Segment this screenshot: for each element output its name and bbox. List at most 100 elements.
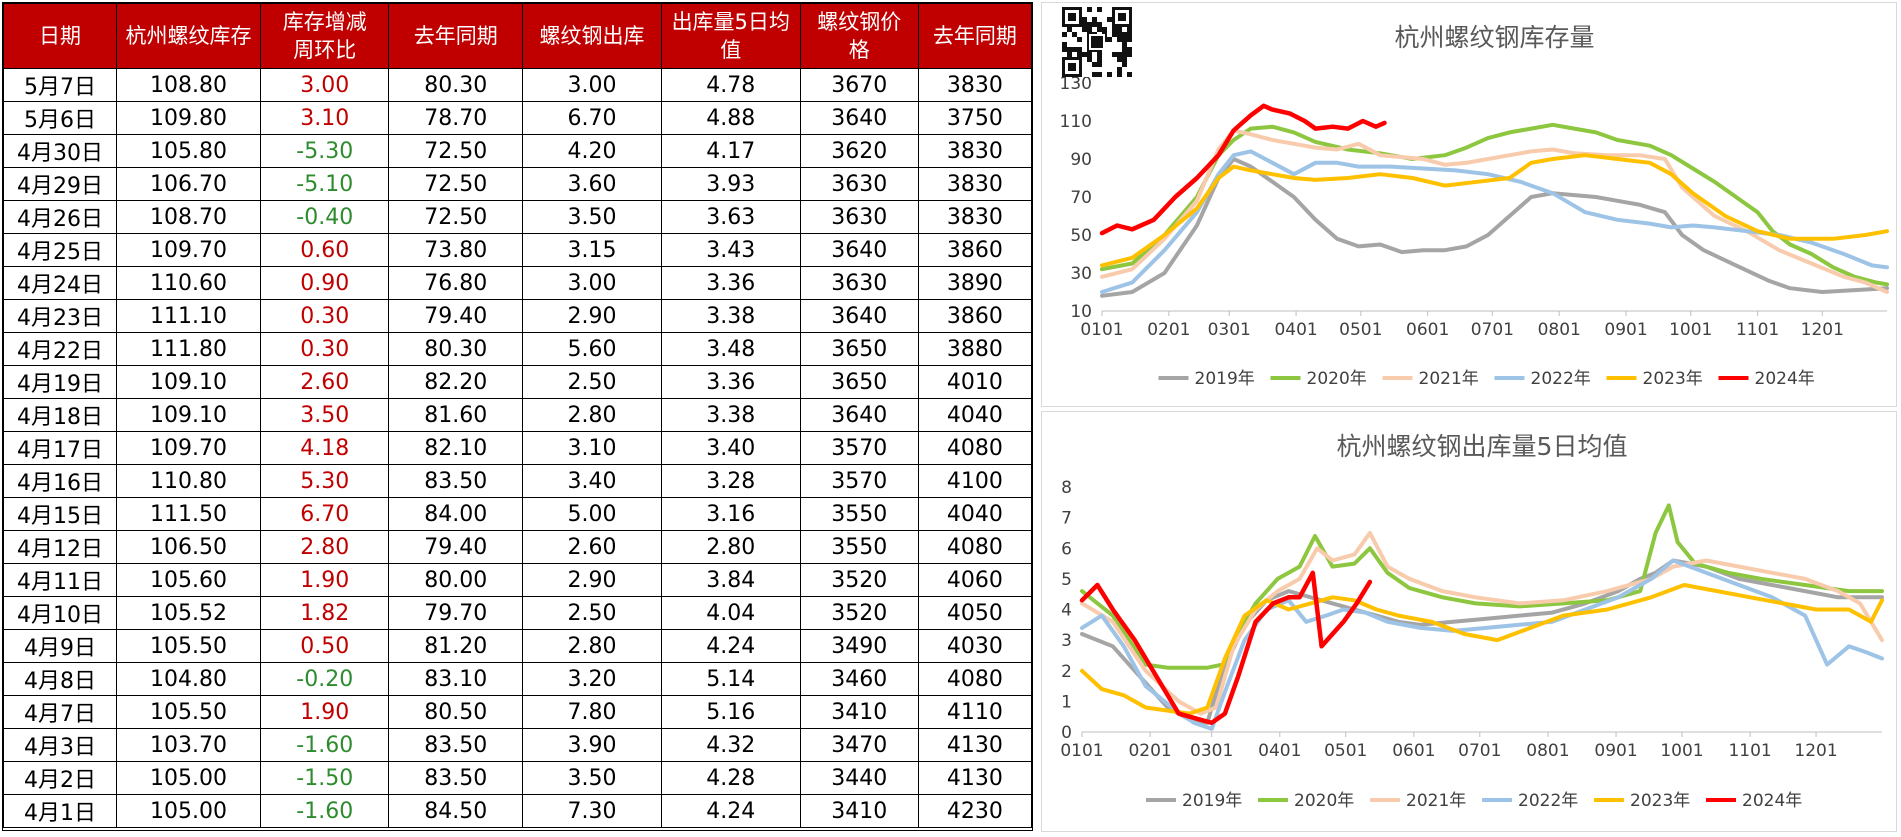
table-row: 4月26日 108.70 -0.40 72.50 3.50 3.63 3630 3830 — [2, 200, 1033, 234]
x-tick-label: 0601 — [1406, 320, 1449, 340]
value-cell: 3.20 — [522, 662, 662, 696]
value-cell: 4060 — [917, 563, 1033, 597]
value-cell: 3.38 — [660, 299, 801, 333]
value-cell: 4.17 — [660, 134, 801, 168]
value-cell: 4130 — [917, 728, 1033, 762]
value-cell: 105.50 — [116, 629, 261, 663]
value-cell: 3830 — [917, 134, 1033, 168]
date-cell: 4月1日 — [2, 794, 118, 828]
series-line — [1080, 530, 1884, 716]
date-cell: 4月19日 — [2, 365, 118, 399]
value-cell: 4040 — [917, 398, 1033, 432]
series-line — [1100, 153, 1889, 268]
value-cell: 2.80 — [522, 398, 662, 432]
change-cell: 0.30 — [259, 332, 390, 366]
legend-label: 2022年 — [1518, 791, 1578, 811]
value-cell: 111.50 — [116, 497, 261, 531]
y-tick-label: 30 — [1070, 264, 1092, 284]
column-header: 日期 — [2, 3, 118, 69]
value-cell: 82.10 — [388, 431, 524, 465]
value-cell: 4080 — [917, 530, 1033, 564]
legend-label: 2019年 — [1182, 791, 1242, 811]
y-tick-label: 7 — [1061, 509, 1072, 529]
value-cell: 3650 — [799, 332, 919, 366]
date-cell: 4月30日 — [2, 134, 118, 168]
date-cell: 4月11日 — [2, 563, 118, 597]
table-row: 4月22日 111.80 0.30 80.30 5.60 3.48 3650 3880 — [2, 332, 1033, 366]
outbound-chart: 杭州螺纹钢出库量5日均值 0 1 2 3 4 5 6 7 8 0101 0201 0301 0401 050… — [1060, 432, 1884, 811]
value-cell: 4030 — [917, 629, 1033, 663]
x-tick-label: 1201 — [1794, 741, 1837, 761]
y-tick-label: 4 — [1061, 601, 1072, 621]
value-cell: 110.60 — [116, 266, 261, 300]
value-cell: 3860 — [917, 233, 1033, 267]
value-cell: 3880 — [917, 332, 1033, 366]
value-cell: 111.10 — [116, 299, 261, 333]
value-cell: 81.20 — [388, 629, 524, 663]
table-row: 4月10日 105.52 1.82 79.70 2.50 4.04 3520 4050 — [2, 596, 1033, 630]
date-cell: 4月18日 — [2, 398, 118, 432]
value-cell: 3.10 — [522, 431, 662, 465]
value-cell: 72.50 — [388, 134, 524, 168]
value-cell: 7.30 — [522, 794, 662, 828]
date-cell: 4月3日 — [2, 728, 118, 762]
table-row: 4月1日 105.00 -1.60 84.50 7.30 4.24 3410 4230 — [2, 794, 1033, 828]
chart-panel: 杭州螺纹钢库存量 10 30 50 70 90 110 130 0101 0201 0301 0401… — [1037, 0, 1901, 834]
value-cell: 3440 — [799, 761, 919, 795]
value-cell: 3.60 — [522, 167, 662, 201]
value-cell: 3460 — [799, 662, 919, 696]
value-cell: 105.80 — [116, 134, 261, 168]
value-cell: 80.50 — [388, 695, 524, 729]
value-cell: 3650 — [799, 365, 919, 399]
value-cell: 105.00 — [116, 761, 261, 795]
change-cell: 3.10 — [259, 101, 390, 135]
change-cell: 0.60 — [259, 233, 390, 267]
y-tick-label: 3 — [1061, 631, 1072, 651]
x-tick-label: 0201 — [1147, 320, 1190, 340]
value-cell: 7.80 — [522, 695, 662, 729]
inventory-chart-box: 杭州螺纹钢库存量 10 30 50 70 90 110 130 0101 0201 0301 0401… — [1041, 2, 1897, 407]
value-cell: 3.84 — [660, 563, 801, 597]
value-cell: 4080 — [917, 431, 1033, 465]
column-header: 杭州螺纹库存 — [116, 3, 261, 69]
value-cell: 4230 — [917, 794, 1033, 828]
value-cell: 2.60 — [522, 530, 662, 564]
value-cell: 83.50 — [388, 728, 524, 762]
value-cell: 3640 — [799, 398, 919, 432]
date-cell: 4月29日 — [2, 167, 118, 201]
value-cell: 72.50 — [388, 200, 524, 234]
value-cell: 3630 — [799, 200, 919, 234]
value-cell: 80.30 — [388, 332, 524, 366]
x-tick-label: 0301 — [1208, 320, 1251, 340]
y-tick-label: 90 — [1070, 150, 1092, 170]
x-tick-label: 0801 — [1538, 320, 1581, 340]
value-cell: 3.48 — [660, 332, 801, 366]
value-cell: 3520 — [799, 596, 919, 630]
x-tick-label: 0701 — [1458, 741, 1501, 761]
value-cell: 76.80 — [388, 266, 524, 300]
value-cell: 2.50 — [522, 365, 662, 399]
value-cell: 3750 — [917, 101, 1033, 135]
column-header: 螺纹钢出库 — [522, 3, 662, 69]
value-cell: 4.78 — [660, 68, 801, 102]
value-cell: 4050 — [917, 596, 1033, 630]
value-cell: 3470 — [799, 728, 919, 762]
value-cell: 109.70 — [116, 431, 261, 465]
legend-label: 2021年 — [1406, 791, 1466, 811]
value-cell: 3490 — [799, 629, 919, 663]
legend-label: 2024年 — [1755, 369, 1815, 389]
value-cell: 105.52 — [116, 596, 261, 630]
legend-label: 2019年 — [1195, 369, 1255, 389]
value-cell: 105.00 — [116, 794, 261, 828]
value-cell: 109.80 — [116, 101, 261, 135]
table-row: 4月9日 105.50 0.50 81.20 2.80 4.24 3490 4030 — [2, 629, 1033, 663]
value-cell: 3.00 — [522, 68, 662, 102]
value-cell: 3.40 — [660, 431, 801, 465]
date-cell: 4月22日 — [2, 332, 118, 366]
value-cell: 4040 — [917, 497, 1033, 531]
x-tick-label: 0501 — [1339, 320, 1382, 340]
change-cell: 5.30 — [259, 464, 390, 498]
y-tick-label: 130 — [1060, 74, 1092, 94]
table-row: 5月6日 109.80 3.10 78.70 6.70 4.88 3640 3750 — [2, 101, 1033, 135]
value-cell: 2.80 — [522, 629, 662, 663]
